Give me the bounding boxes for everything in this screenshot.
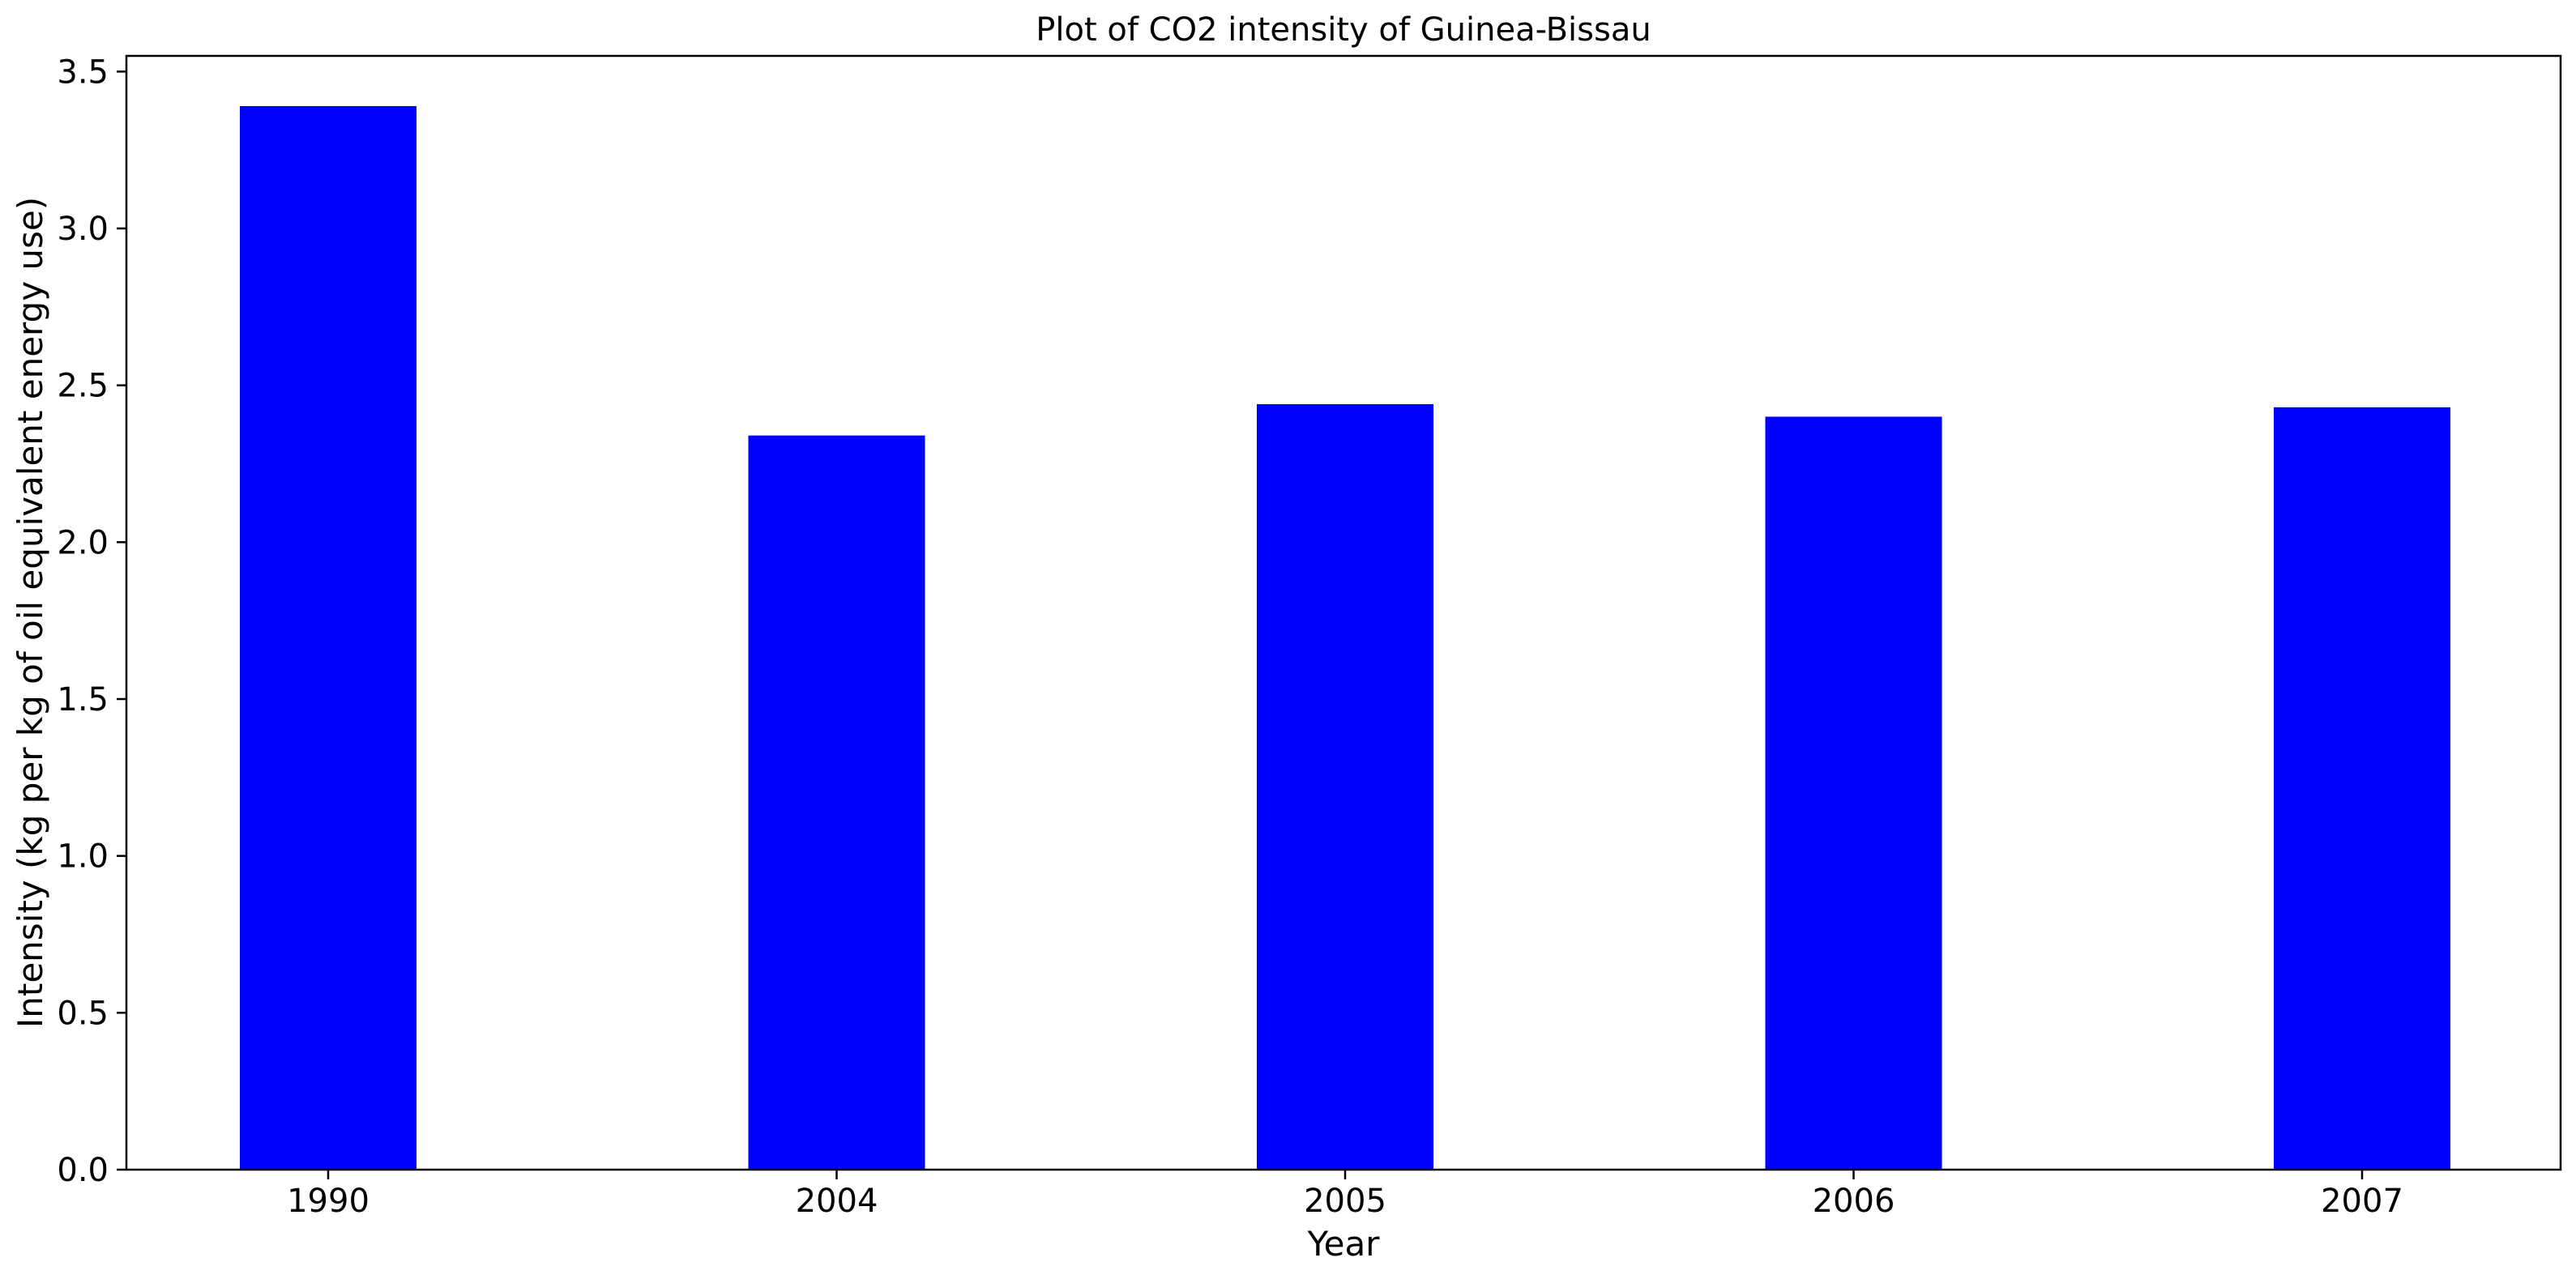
y-tick-label: 1.0: [57, 838, 109, 876]
plot-frame: [125, 54, 2562, 1171]
bar-2005: [1257, 403, 1433, 1170]
y-axis-ticks: 0.0 0.5 1.0 1.5 2.0 2.5 3.0 3.5: [57, 53, 126, 1189]
y-tick-label: 1.5: [57, 681, 109, 718]
x-tick-label-2007: 2007: [2321, 1183, 2403, 1220]
y-tick-label: 2.0: [57, 524, 109, 561]
y-tick-label: 0.5: [57, 995, 109, 1032]
y-tick-label: 0.0: [57, 1152, 109, 1189]
x-axis-ticks: 1990 2004 2005 2006 2007: [287, 1170, 2403, 1220]
bar-2006: [1765, 416, 1942, 1170]
y-tick-label: 3.0: [57, 211, 109, 248]
x-tick-label-2006: 2006: [1813, 1183, 1895, 1220]
x-tick-label-1990: 1990: [287, 1183, 370, 1220]
y-axis-label: Intensity (kg per kg of oil equivalent e…: [11, 197, 50, 1028]
y-tick-label: 2.5: [57, 368, 109, 405]
bars-group: [240, 105, 2450, 1170]
bar-2007: [2274, 407, 2450, 1170]
x-tick-label-2005: 2005: [1304, 1183, 1386, 1220]
bar-1990: [240, 105, 417, 1170]
bar-2004: [748, 435, 925, 1170]
x-tick-label-2004: 2004: [796, 1183, 878, 1220]
x-axis-label: Year: [1307, 1224, 1381, 1264]
y-tick-label: 3.5: [57, 53, 109, 91]
chart-title: Plot of CO2 intensity of Guinea-Bissau: [1036, 11, 1651, 49]
